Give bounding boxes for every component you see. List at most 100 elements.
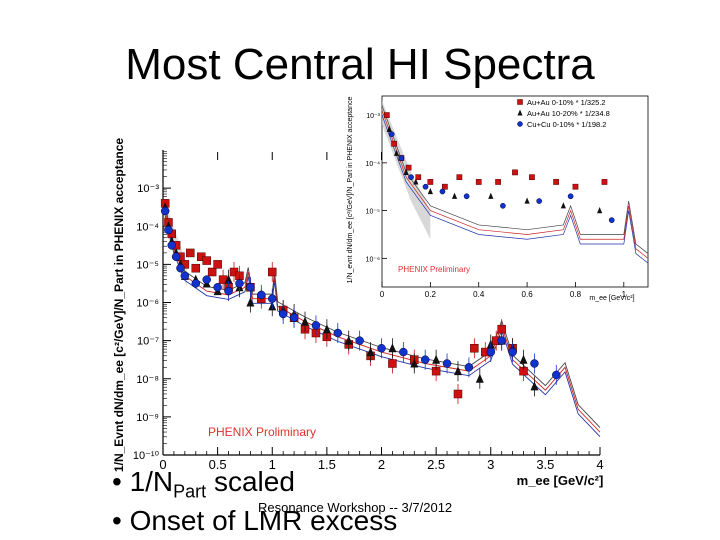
data-point xyxy=(453,389,463,399)
inset-data-point xyxy=(383,112,390,118)
inset-data-point xyxy=(405,164,412,171)
inset-cocktail-line xyxy=(381,110,649,259)
preliminary-label: PHENIX Proliminary xyxy=(208,425,316,439)
x-axis-label: m_ee [GeV/c²] xyxy=(517,473,604,488)
inset-data-point xyxy=(413,178,419,185)
inset-data-point xyxy=(388,131,395,138)
data-point xyxy=(213,283,222,292)
data-point xyxy=(246,297,255,307)
data-point xyxy=(311,321,321,330)
data-point xyxy=(164,225,173,235)
inset-y-tick-label: 10⁻⁵ xyxy=(366,209,380,216)
inset-data-point xyxy=(475,179,482,185)
inset-data-point xyxy=(512,169,518,176)
inset-data-point xyxy=(391,140,397,147)
data-point xyxy=(420,355,430,364)
data-point xyxy=(268,267,277,277)
bullet-lmr-excess: • Onset of LMR excess xyxy=(112,505,398,536)
legend-marker xyxy=(517,109,523,116)
x-tick-label: 2 xyxy=(378,457,385,472)
y-tick-label: 10⁻³ xyxy=(137,183,159,195)
inset-plot: 0 0.2 0.4 0.6 0.8 1 10⁻³ 10⁻⁴ 10⁻⁵ 10⁻⁶ m_ee [GeV/… xyxy=(347,95,649,302)
y-tick-label: 10⁻⁹ xyxy=(136,412,159,424)
inset-data-point xyxy=(451,192,458,199)
y-tick-label: 10⁻⁸ xyxy=(136,374,159,386)
data-point xyxy=(508,347,517,357)
data-point xyxy=(171,252,181,261)
inset-data-point xyxy=(495,179,501,185)
data-point xyxy=(486,347,495,357)
data-point xyxy=(202,256,211,265)
footer-text: Resonance Workshop -- 3/7/2012 xyxy=(258,500,453,515)
data-point xyxy=(191,279,201,288)
data-point xyxy=(160,206,170,216)
slide-title: Most Central HI Spectra xyxy=(125,40,595,89)
inset-data-point xyxy=(408,174,414,181)
inset-data-point xyxy=(415,174,422,181)
data-point xyxy=(442,359,452,368)
data-point xyxy=(278,309,288,319)
data-point xyxy=(207,267,217,277)
data-point xyxy=(333,328,343,338)
data-point xyxy=(530,381,539,391)
inset-data-point xyxy=(524,197,530,204)
inset-x-tick-label: 0.6 xyxy=(522,290,534,299)
bullet-nPart-scaled: • 1/NPart scaled xyxy=(112,466,295,502)
data-point xyxy=(176,263,185,273)
data-point xyxy=(180,271,190,281)
inset-data-point xyxy=(427,179,434,185)
legend-marker xyxy=(517,99,523,105)
data-point xyxy=(530,359,539,368)
inset-data-point xyxy=(427,187,433,195)
data-point xyxy=(519,354,528,364)
inset-y-tick-label: 10⁻⁴ xyxy=(366,161,381,168)
data-point xyxy=(475,373,484,383)
inset-x-axis-label: m_ee [GeV/c²] xyxy=(589,295,634,302)
data-point xyxy=(213,260,222,269)
inset-data-point xyxy=(572,183,579,190)
inset-data-point xyxy=(536,198,543,204)
data-point xyxy=(289,313,299,322)
data-point xyxy=(224,274,233,284)
legend-marker xyxy=(517,121,523,127)
x-tick-label: 4 xyxy=(596,457,603,472)
y-tick-label: 10⁻⁷ xyxy=(137,336,159,348)
inset-data-point xyxy=(560,202,566,209)
data-point xyxy=(191,263,201,273)
inset-y-tick-label: 10⁻⁶ xyxy=(366,256,380,263)
data-point xyxy=(344,335,353,345)
data-point xyxy=(470,344,479,353)
inset-data-point xyxy=(529,174,535,181)
inset-data-point xyxy=(442,183,448,190)
inset-data-point xyxy=(597,207,603,214)
inset-frame xyxy=(381,95,649,288)
y-tick-label: 10⁻⁴ xyxy=(136,221,159,233)
inset-x-tick-label: 1 xyxy=(622,290,627,299)
data-point xyxy=(377,344,386,353)
inset-data-point xyxy=(463,193,470,200)
data-point xyxy=(186,248,195,258)
x-tick-label: 1 xyxy=(269,457,276,472)
inset-data-point xyxy=(456,174,463,181)
data-point xyxy=(202,275,211,284)
inset-y-tick-label: 10⁻³ xyxy=(366,113,380,120)
inset-data-point xyxy=(393,149,400,156)
y-axis-label: 1/N_Evnt dN/dm_ee [c²/GeV]/N_Part in PHE… xyxy=(112,138,126,472)
x-tick-label: 1.5 xyxy=(318,457,336,472)
data-point xyxy=(410,358,419,368)
data-point xyxy=(399,347,408,357)
data-point xyxy=(224,286,233,296)
inset-y-axis-label: 1/N_evnt dN/dm_ee [c²/GeV]/N_Part in PHE… xyxy=(347,97,354,284)
data-point xyxy=(301,316,310,326)
x-tick-label: 3.5 xyxy=(536,457,554,472)
inset-cocktail-line xyxy=(381,105,649,254)
inset-x-tick-label: 0 xyxy=(380,290,385,299)
data-point xyxy=(322,324,331,334)
x-tick-label: 0 xyxy=(159,457,166,472)
x-tick-label: 0.5 xyxy=(209,457,227,472)
inset-data-point xyxy=(553,179,559,185)
data-point xyxy=(355,336,364,345)
legend-entry: Au+Au 10-20% * 1/234.8 xyxy=(527,109,610,118)
inset-preliminary-label: PHENIX Preliminary xyxy=(398,265,470,274)
inset-data-point xyxy=(608,217,615,223)
